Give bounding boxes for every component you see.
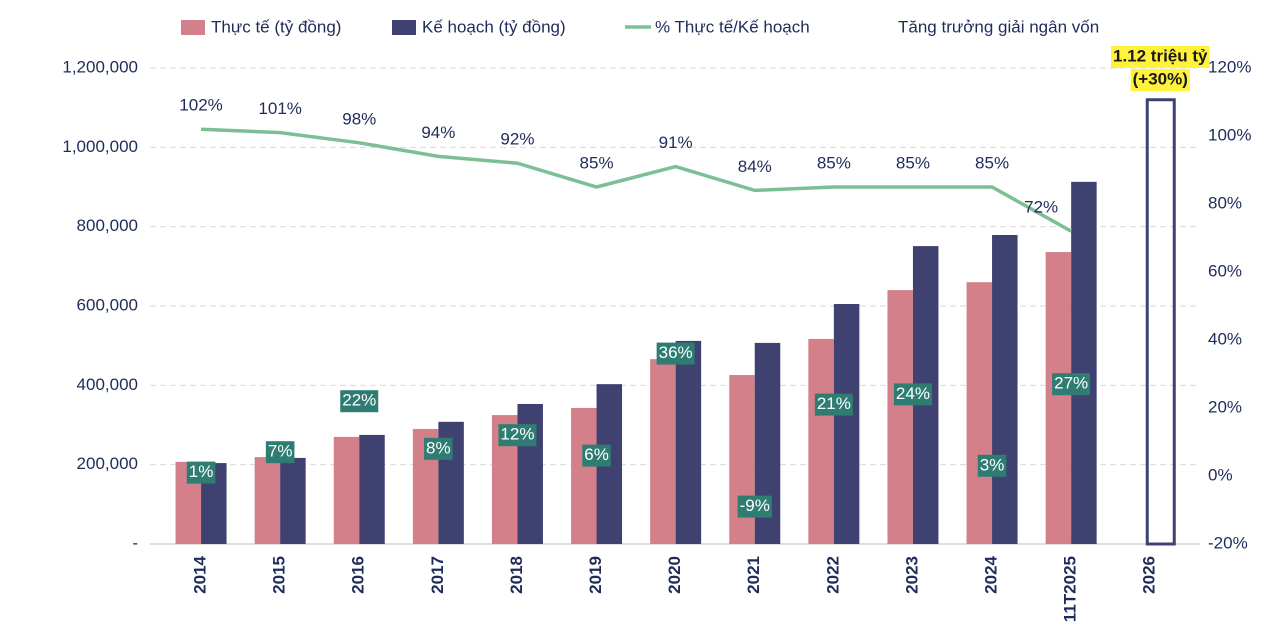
legend-swatch — [392, 20, 416, 35]
line-label: 72% — [1024, 198, 1058, 217]
line-label: 92% — [500, 130, 534, 149]
legend-label: Tăng trưởng giải ngân vốn — [898, 17, 1099, 36]
growth-label-box — [186, 461, 216, 484]
line-label: 84% — [738, 157, 772, 176]
line-label: 102% — [179, 96, 222, 115]
growth-label-box — [424, 437, 453, 460]
bar — [729, 375, 755, 544]
growth-label-box — [977, 454, 1007, 477]
legend-label: Kế hoạch (tỷ đồng) — [422, 17, 566, 36]
growth-label: 22% — [342, 391, 376, 410]
x-tick-label: 2020 — [665, 556, 684, 594]
x-tick-label: 2015 — [270, 556, 289, 594]
line — [200, 127, 1073, 233]
line-label: 101% — [258, 99, 301, 118]
line-label: 85% — [896, 153, 930, 172]
growth-label: 36% — [659, 343, 693, 362]
x-tick-label: 2026 — [1140, 556, 1159, 594]
y-tick-label: 1,000,000 — [62, 137, 138, 156]
x-tick-label: 11T2025 — [1061, 556, 1080, 622]
bar — [887, 290, 913, 544]
bar — [1071, 181, 1097, 545]
x-tick-label: 2014 — [191, 555, 210, 593]
line-label: 98% — [342, 109, 376, 128]
growth-label: 6% — [584, 445, 609, 464]
legend-label: Thực tế (tỷ đồng) — [211, 17, 341, 36]
y-tick-label: 400,000 — [77, 375, 138, 394]
bar — [1045, 252, 1072, 544]
line-label: 85% — [580, 153, 614, 172]
annotation-bg — [1111, 46, 1210, 68]
bar — [966, 282, 993, 544]
bar — [571, 407, 597, 544]
bar — [359, 434, 385, 544]
growth-label-box — [265, 441, 295, 464]
annotation-bg — [1130, 69, 1190, 91]
x-tick-label: 2023 — [902, 556, 921, 594]
growth-label: -9% — [740, 496, 770, 515]
y-tick-label: 1,200,000 — [62, 57, 138, 76]
bar — [833, 304, 860, 544]
legend-swatch — [181, 20, 205, 35]
planned-bar — [1145, 98, 1176, 546]
y-tick-label: 800,000 — [77, 216, 138, 235]
bar — [992, 234, 1018, 544]
y2-tick-label: 120% — [1208, 57, 1251, 76]
x-tick-label: 2018 — [507, 556, 526, 594]
y2-tick-label: 0% — [1208, 465, 1233, 484]
bar — [333, 436, 360, 544]
x-tick-label: 2024 — [982, 555, 1001, 593]
growth-label-box — [340, 390, 379, 413]
growth-label-box — [893, 383, 932, 406]
y-tick-label: - — [132, 533, 138, 552]
y2-tick-label: 80% — [1208, 193, 1242, 212]
y2-tick-label: 60% — [1208, 261, 1242, 280]
annotation: (+30%) — [1133, 69, 1188, 88]
legend-label: % Thực tế/Kế hoạch — [655, 17, 810, 36]
x-tick-label: 2019 — [586, 556, 605, 594]
line-label: 85% — [817, 153, 851, 172]
growth-label-box — [737, 495, 772, 518]
growth-label: 7% — [268, 442, 293, 461]
growth-label-box — [656, 342, 695, 365]
x-tick-label: 2017 — [428, 556, 447, 594]
growth-label-box — [1052, 373, 1091, 396]
growth-label: 8% — [426, 438, 451, 457]
x-tick-label: 2016 — [349, 556, 368, 594]
y2-tick-label: 100% — [1208, 125, 1251, 144]
growth-label: 12% — [500, 425, 534, 444]
x-tick-label: 2022 — [823, 556, 842, 594]
growth-label: 3% — [980, 455, 1005, 474]
y-tick-label: 600,000 — [77, 295, 138, 314]
y2-tick-label: -20% — [1208, 533, 1248, 552]
bar — [675, 340, 702, 544]
bar — [254, 457, 281, 544]
y-tick-label: 200,000 — [77, 454, 138, 473]
growth-label: 21% — [817, 394, 851, 413]
growth-label-box — [498, 424, 537, 447]
growth-label: 1% — [189, 462, 214, 481]
line-label: 91% — [659, 133, 693, 152]
growth-label: 27% — [1054, 374, 1088, 393]
y2-tick-label: 20% — [1208, 397, 1242, 416]
growth-label-box — [814, 393, 853, 416]
growth-label-box — [582, 444, 611, 467]
line-label: 94% — [421, 123, 455, 142]
bar — [280, 457, 306, 544]
bar — [650, 359, 676, 544]
x-tick-label: 2021 — [744, 556, 763, 594]
bar — [808, 338, 834, 544]
growth-label: 24% — [896, 384, 930, 403]
annotation: 1.12 triệu tỷ — [1113, 46, 1208, 65]
line-label: 85% — [975, 153, 1009, 172]
y2-tick-label: 40% — [1208, 329, 1242, 348]
